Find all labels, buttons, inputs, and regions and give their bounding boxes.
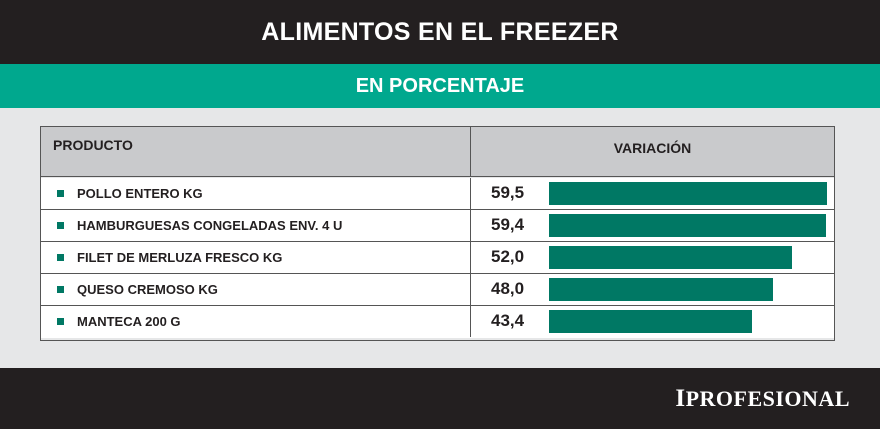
- value-label: 43,4: [491, 311, 525, 330]
- value-label: 52,0: [491, 247, 525, 266]
- product-cell: MANTECA 200 G: [41, 306, 471, 337]
- brand-initial: I: [675, 385, 686, 412]
- value-bar: [549, 310, 752, 333]
- header-variation-label: VARIACIÓN: [613, 140, 692, 156]
- header-variation-cell: VARIACIÓN: [471, 127, 834, 177]
- product-name: POLLO ENTERO KG: [77, 186, 203, 201]
- value-label: 59,4: [491, 215, 525, 234]
- table-row: POLLO ENTERO KG 59,5: [41, 178, 834, 210]
- chart-title: ALIMENTOS EN EL FREEZER: [0, 0, 880, 64]
- brand-rest: PROFESIONAL: [685, 386, 850, 411]
- bullet-square-icon: [57, 286, 64, 293]
- value-bar: [549, 214, 826, 237]
- value-bar: [549, 182, 827, 205]
- product-name: HAMBURGUESAS CONGELADAS ENV. 4 U: [77, 218, 343, 233]
- bullet-square-icon: [57, 254, 64, 261]
- table-row: HAMBURGUESAS CONGELADAS ENV. 4 U 59,4: [41, 210, 834, 242]
- bullet-square-icon: [57, 222, 64, 229]
- product-cell: POLLO ENTERO KG: [41, 178, 471, 209]
- brand-logo: IPROFESIONAL: [675, 385, 850, 413]
- value-bar: [549, 278, 773, 301]
- product-cell: QUESO CREMOSO KG: [41, 274, 471, 305]
- value-label: 48,0: [491, 279, 525, 298]
- table-row: FILET DE MERLUZA FRESCO KG 52,0: [41, 242, 834, 274]
- bullet-square-icon: [57, 318, 64, 325]
- table-panel: PRODUCTO VARIACIÓN POLLO ENTERO KG 59,5 HA…: [0, 108, 880, 368]
- table-row: MANTECA 200 G 43,4: [41, 306, 834, 338]
- bullet-square-icon: [57, 190, 64, 197]
- product-cell: FILET DE MERLUZA FRESCO KG: [41, 242, 471, 273]
- data-table: PRODUCTO VARIACIÓN POLLO ENTERO KG 59,5 HA…: [40, 126, 835, 341]
- product-name: MANTECA 200 G: [77, 314, 181, 329]
- product-name: QUESO CREMOSO KG: [77, 282, 218, 297]
- product-name: FILET DE MERLUZA FRESCO KG: [77, 250, 283, 265]
- product-cell: HAMBURGUESAS CONGELADAS ENV. 4 U: [41, 210, 471, 241]
- value-label: 59,5: [491, 183, 525, 202]
- value-bar: [549, 246, 792, 269]
- header-product-cell: PRODUCTO: [41, 127, 471, 177]
- table-row: QUESO CREMOSO KG 48,0: [41, 274, 834, 306]
- chart-subtitle: EN PORCENTAJE: [0, 64, 880, 108]
- header-product-label: PRODUCTO: [53, 137, 133, 153]
